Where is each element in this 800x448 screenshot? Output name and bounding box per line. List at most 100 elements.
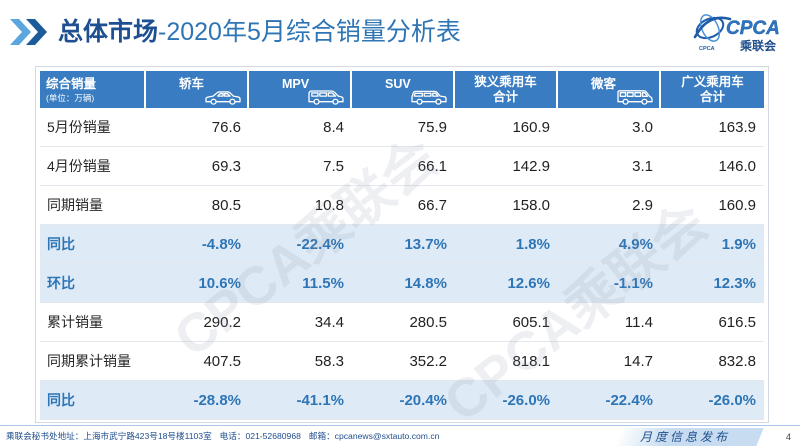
table-cell-broad-passenger-total: 616.5 xyxy=(718,313,756,331)
column-header-label: 微客 xyxy=(591,77,617,91)
table-cell-sedan: 10.6% xyxy=(198,274,241,292)
cpca-globe-icon xyxy=(693,14,732,42)
table-frame xyxy=(35,66,769,423)
table-cell-broad-passenger-total: 1.9% xyxy=(721,235,756,253)
table-cell-narrow-passenger-total: 160.9 xyxy=(512,118,550,136)
table-cell-mpv: 7.5 xyxy=(323,157,344,175)
row-label: 累计销量 xyxy=(47,314,103,330)
table-cell-sedan: 69.3 xyxy=(211,157,241,175)
table-cell-mpv: -22.4% xyxy=(296,235,344,253)
column-header-label: MPV xyxy=(282,77,310,91)
column-header-minivan: 微客 xyxy=(558,71,661,108)
table-cell-sedan: 407.5 xyxy=(203,352,241,370)
corner-label: 综合销量 xyxy=(46,77,97,91)
minivan-icon xyxy=(616,88,654,105)
table-row: 5月份销量 76.6 8.4 75.9 160.9 3.0 163.9 xyxy=(40,108,764,147)
table-cell-minivan: 4.9% xyxy=(618,235,653,253)
sales-analysis-table: 综合销量 (单位：万辆) 轿车 MPV SUV 狭义乘用车 合计 微客 广义乘用车 合计 5月… xyxy=(40,71,764,420)
table-cell-mpv: 58.3 xyxy=(314,352,344,370)
table-cell-minivan: 14.7 xyxy=(623,352,653,370)
row-label: 同期累计销量 xyxy=(47,353,131,369)
table-cell-broad-passenger-total: 160.9 xyxy=(718,196,756,214)
table-cell-sedan: -28.8% xyxy=(193,391,241,409)
footer-divider xyxy=(0,425,800,426)
column-header-label: 轿车 xyxy=(179,77,205,91)
table-cell-minivan: 3.1 xyxy=(632,157,653,175)
table-row: 同比 -4.8% -22.4% 13.7% 1.8% 4.9% 1.9% xyxy=(40,225,764,264)
footer-address: 乘联会秘书处地址：上海市武宁路423号18号楼1103室 xyxy=(6,431,212,441)
table-cell-minivan: -22.4% xyxy=(605,391,653,409)
table-cell-narrow-passenger-total: -26.0% xyxy=(502,391,550,409)
table-cell-minivan: -1.1% xyxy=(613,274,653,292)
table-cell-minivan: 3.0 xyxy=(632,118,653,136)
table-cell-suv: 75.9 xyxy=(417,118,447,136)
table-cell-narrow-passenger-total: 12.6% xyxy=(507,274,550,292)
column-header-label: 狭义乘用车 xyxy=(474,74,537,89)
logo-wordmark: CPCA xyxy=(726,18,780,39)
table-cell-narrow-passenger-total: 158.0 xyxy=(512,196,550,214)
row-label: 同比 xyxy=(47,236,75,252)
table-cell-broad-passenger-total: 12.3% xyxy=(713,274,756,292)
slide-title-main: 总体市场 xyxy=(58,18,159,46)
table-cell-suv: 13.7% xyxy=(404,235,447,253)
table-cell-broad-passenger-total: 163.9 xyxy=(718,118,756,136)
mpv-icon xyxy=(307,88,345,105)
column-header-label: 合计 xyxy=(492,89,518,104)
table-cell-sedan: 80.5 xyxy=(211,196,241,214)
table-row: 累计销量 290.2 34.4 280.5 605.1 11.4 616.5 xyxy=(40,303,764,342)
table-row: 同比 -28.8% -41.1% -20.4% -26.0% -22.4% -26.0% xyxy=(40,381,764,420)
row-label: 同期销量 xyxy=(47,197,103,213)
footer-contact: 乘联会秘书处地址：上海市武宁路423号18号楼1103室 电话：021-52680… xyxy=(6,431,447,442)
column-header-sedan: 轿车 xyxy=(146,71,249,108)
row-label: 同比 xyxy=(47,392,75,408)
table-cell-suv: 66.7 xyxy=(417,196,447,214)
table-cell-broad-passenger-total: 832.8 xyxy=(718,352,756,370)
footer-email: 邮箱：cpcanews@sxtauto.com.cn xyxy=(308,431,440,441)
column-header-label: 合计 xyxy=(699,89,725,104)
cpca-logo: CPCA 乘联会 CPCA xyxy=(693,14,780,53)
slide-title-sub: -2020年5月综合销量分析表 xyxy=(158,18,461,46)
column-header-narrow-passenger-total: 狭义乘用车 合计 xyxy=(455,71,558,108)
table-cell-suv: -20.4% xyxy=(399,391,447,409)
table-cell-suv: 66.1 xyxy=(417,157,447,175)
column-header-mpv: MPV xyxy=(249,71,352,108)
slide-title: 总体市场-2020年5月综合销量分析表 xyxy=(58,16,461,48)
table-row: 同期累计销量 407.5 58.3 352.2 818.1 14.7 832.8 xyxy=(40,342,764,381)
table-cell-mpv: 10.8 xyxy=(314,196,344,214)
logo-small-wordmark: CPCA xyxy=(699,46,715,52)
table-cell-broad-passenger-total: -26.0% xyxy=(708,391,756,409)
sedan-icon xyxy=(204,88,242,105)
footer-phone: 电话：021-52680968 xyxy=(219,431,301,441)
table-row: 环比 10.6% 11.5% 14.8% 12.6% -1.1% 12.3% xyxy=(40,264,764,303)
table-cell-sedan: 76.6 xyxy=(211,118,241,136)
column-header-label: 广义乘用车 xyxy=(681,74,744,89)
table-cell-sedan: 290.2 xyxy=(203,313,241,331)
table-row: 同期销量 80.5 10.8 66.7 158.0 2.9 160.9 xyxy=(40,186,764,225)
table-cell-minivan: 11.4 xyxy=(624,313,653,331)
release-label: 月度信息发布 xyxy=(640,430,731,444)
table-header-row: 综合销量 (单位：万辆) 轿车 MPV SUV 狭义乘用车 合计 微客 广义乘用车 合计 xyxy=(40,71,764,108)
table-cell-broad-passenger-total: 146.0 xyxy=(718,157,756,175)
suv-icon xyxy=(410,88,448,105)
column-header-label: SUV xyxy=(385,77,411,91)
row-label: 环比 xyxy=(47,275,75,291)
table-cell-mpv: -41.1% xyxy=(296,391,344,409)
table-row: 4月份销量 69.3 7.5 66.1 142.9 3.1 146.0 xyxy=(40,147,764,186)
unit-label: (单位：万辆) xyxy=(46,93,95,103)
logo-chinese-name: 乘联会 xyxy=(739,38,777,53)
table-cell-suv: 14.8% xyxy=(404,274,447,292)
table-cell-mpv: 8.4 xyxy=(323,118,344,136)
table-cell-narrow-passenger-total: 818.1 xyxy=(512,352,550,370)
page-number: 4 xyxy=(786,432,792,442)
table-cell-narrow-passenger-total: 1.8% xyxy=(515,235,550,253)
double-chevron-right-icon xyxy=(10,19,47,45)
column-header-broad-passenger-total: 广义乘用车 合计 xyxy=(661,71,764,108)
table-cell-minivan: 2.9 xyxy=(632,196,653,214)
table-cell-suv: 352.2 xyxy=(409,352,447,370)
row-label: 4月份销量 xyxy=(47,158,111,174)
column-header-suv: SUV xyxy=(352,71,455,108)
table-cell-narrow-passenger-total: 142.9 xyxy=(512,157,550,175)
table-cell-sedan: -4.8% xyxy=(201,235,241,253)
row-label: 5月份销量 xyxy=(47,119,111,135)
table-cell-suv: 280.5 xyxy=(409,313,447,331)
